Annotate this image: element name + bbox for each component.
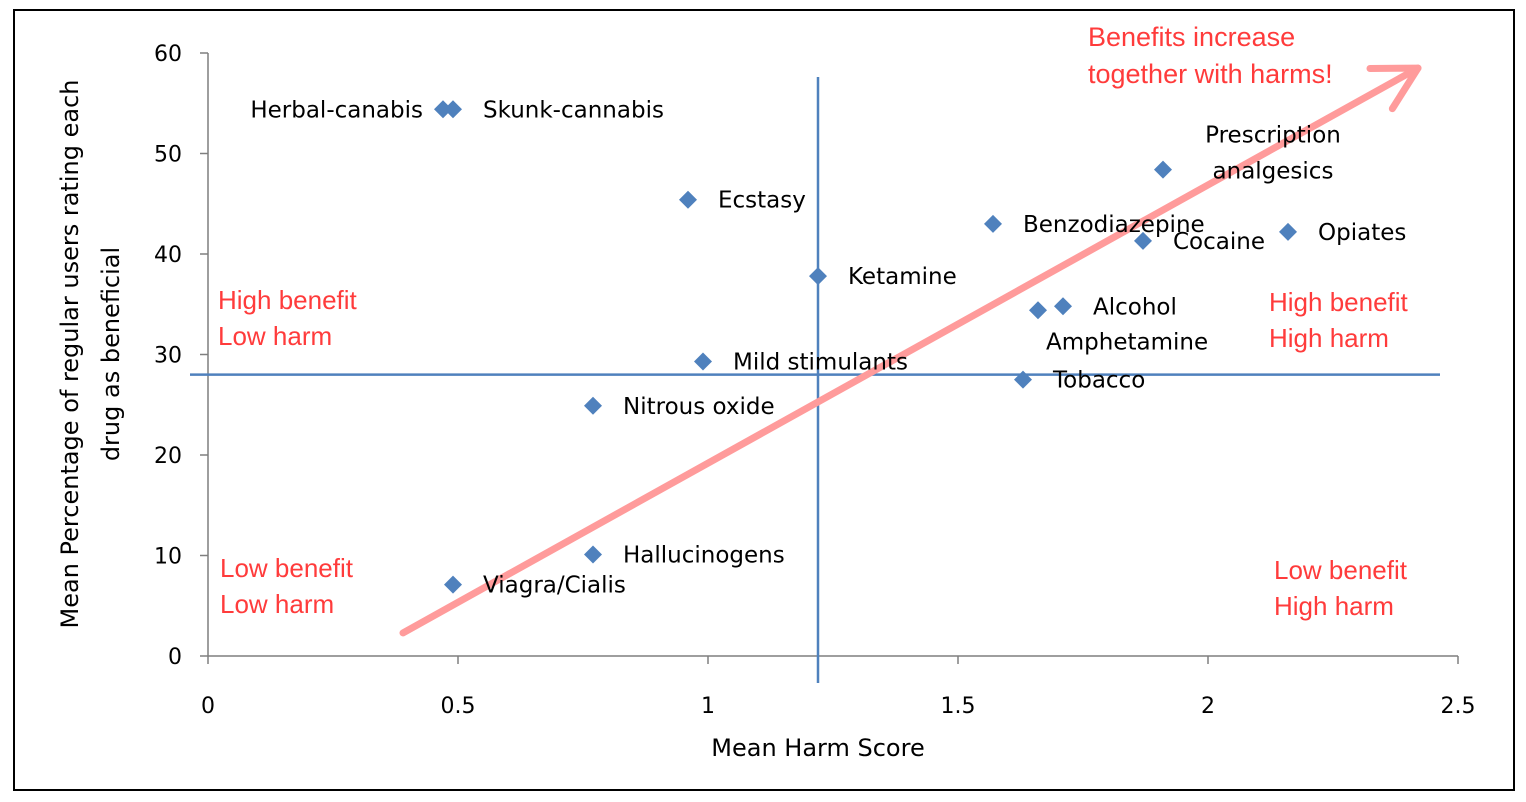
quadrant-label-line: High harm	[1269, 323, 1389, 353]
label-alcohol: Alcohol	[1093, 294, 1177, 320]
label-opiates: Opiates	[1318, 220, 1406, 246]
x-tick-label: 1.5	[941, 694, 976, 719]
point-ecstasy	[679, 190, 697, 209]
y-axis-title-line: Mean Percentage of regular users rating …	[56, 80, 84, 629]
y-tick-label: 40	[154, 243, 182, 268]
point-viagra-cialis	[444, 575, 462, 594]
x-tick-label: 0.5	[441, 694, 476, 719]
point-mild-stimulants	[694, 352, 712, 371]
quadrant-label-line: Low benefit	[1274, 555, 1408, 585]
point-benzodiazepine	[984, 214, 1002, 233]
x-tick-label: 1	[701, 694, 715, 719]
label-prescription-analgesics: Prescription analgesics	[1205, 123, 1341, 185]
quadrant-label-lower-left: Low benefit Low harm	[220, 553, 354, 619]
point-prescription-analgesics	[1154, 160, 1172, 179]
y-tick-label: 20	[154, 444, 182, 469]
label-herbal-canabis: Herbal-canabis	[250, 97, 423, 123]
y-axis-title: Mean Percentage of regular users rating …	[56, 80, 125, 629]
trend-arrow	[399, 64, 1422, 637]
benefits-annotation: Benefits increase together with harms!	[1088, 22, 1333, 89]
quadrant-label-line: High benefit	[1269, 287, 1409, 317]
data-points	[434, 100, 1297, 594]
point-labels: Herbal-canabis Skunk-cannabis Ecstasy Ketam…	[250, 97, 1406, 598]
y-axis-title-line: drug as beneficial	[97, 247, 125, 461]
label-ecstasy: Ecstasy	[718, 188, 806, 214]
label-nitrous-oxide: Nitrous oxide	[623, 394, 775, 420]
quadrant-label-lower-right: Low benefit High harm	[1274, 555, 1408, 621]
x-tick-label: 2	[1201, 694, 1215, 719]
point-opiates	[1279, 222, 1297, 241]
label-tobacco: Tobacco	[1052, 368, 1145, 394]
label-line: Prescription	[1205, 123, 1341, 149]
point-tobacco	[1014, 370, 1032, 389]
y-tick-label: 0	[168, 645, 182, 670]
annotation: Benefits increase together with harms!	[1088, 22, 1333, 89]
label-benzodiazepine: Benzodiazepine	[1023, 212, 1205, 238]
point-skunk-cannabis	[444, 100, 462, 119]
point-ketamine	[809, 267, 827, 286]
y-tick-label: 30	[154, 344, 182, 369]
x-tick-label: 2.5	[1441, 694, 1476, 719]
point-amphetamine	[1029, 301, 1047, 320]
label-amphetamine: Amphetamine	[1046, 329, 1208, 355]
x-axis-title: Mean Harm Score	[711, 734, 924, 762]
point-cocaine	[1134, 231, 1152, 250]
quadrant-label-upper-left: High benefit Low harm	[218, 285, 358, 351]
label-mild-stimulants: Mild stimulants	[733, 350, 908, 376]
point-herbal-canabis	[434, 100, 452, 119]
axes: 0 10 20 30 40 50 60 0 0.5 1 1.5 2 2.5 Mean Harm Score…	[56, 42, 1476, 762]
label-line: analgesics	[1213, 159, 1334, 185]
trend-arrow-head	[1366, 64, 1422, 113]
trend-arrow-shaft	[399, 64, 1422, 637]
y-tick-label: 60	[154, 42, 182, 67]
quadrant-label-line: High benefit	[218, 285, 358, 315]
quadrant-dividers	[190, 77, 1440, 683]
quadrant-label-line: Low benefit	[220, 553, 354, 583]
point-nitrous-oxide	[584, 396, 602, 415]
label-ketamine: Ketamine	[848, 264, 957, 290]
label-viagra-cialis: Viagra/Cialis	[483, 573, 626, 599]
label-hallucinogens: Hallucinogens	[623, 542, 785, 568]
label-skunk-cannabis: Skunk-cannabis	[483, 97, 664, 123]
quadrant-label-upper-right: High benefit High harm	[1269, 287, 1409, 353]
quadrant-label-line: Low harm	[218, 321, 332, 351]
annotation-line: Benefits increase	[1088, 22, 1295, 52]
chart-frame	[13, 9, 1515, 791]
annotation-line: together with harms!	[1088, 59, 1333, 89]
quadrant-label-line: Low harm	[220, 589, 334, 619]
x-tick-label: 0	[201, 694, 215, 719]
label-cocaine: Cocaine	[1173, 229, 1265, 255]
quadrant-label-line: High harm	[1274, 591, 1394, 621]
y-tick-label: 10	[154, 545, 182, 570]
point-hallucinogens	[584, 545, 602, 564]
point-alcohol	[1054, 297, 1072, 316]
y-tick-label: 50	[154, 143, 182, 168]
quadrant-labels: High benefit Low harm High benefit High har…	[218, 285, 1409, 621]
